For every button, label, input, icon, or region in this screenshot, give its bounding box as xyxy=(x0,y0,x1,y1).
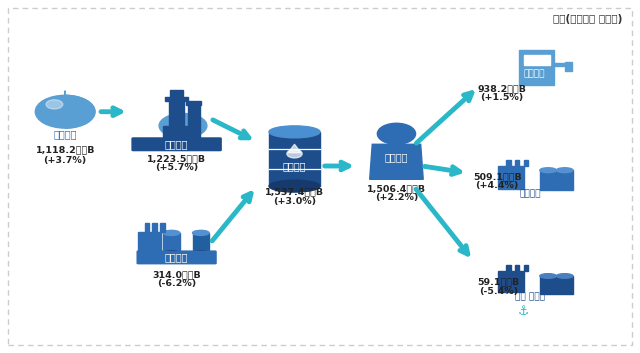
Text: (-6.2%): (-6.2%) xyxy=(157,279,196,288)
Bar xyxy=(524,265,529,271)
Text: 물량(전년대비 증감률): 물량(전년대비 증감률) xyxy=(554,14,623,24)
Bar xyxy=(499,166,524,189)
Bar xyxy=(524,55,550,65)
Ellipse shape xyxy=(269,126,320,138)
Text: (+2.2%): (+2.2%) xyxy=(375,193,418,202)
Circle shape xyxy=(46,100,63,109)
Ellipse shape xyxy=(556,168,573,173)
Bar xyxy=(173,126,179,140)
Text: (+1.5%): (+1.5%) xyxy=(480,93,524,102)
Bar xyxy=(186,101,202,105)
Text: (+4.4%): (+4.4%) xyxy=(476,181,519,190)
Bar xyxy=(506,160,511,166)
Text: 1,118.2백만B: 1,118.2백만B xyxy=(35,146,95,155)
Ellipse shape xyxy=(540,168,556,173)
Bar xyxy=(556,170,573,190)
Text: 314.0백만B: 314.0백만B xyxy=(152,270,201,279)
Bar xyxy=(163,126,168,140)
Ellipse shape xyxy=(163,251,180,256)
Ellipse shape xyxy=(163,231,180,235)
Bar xyxy=(515,160,520,166)
Bar xyxy=(152,223,157,232)
Bar xyxy=(138,232,161,256)
Text: 국내소비: 국내소비 xyxy=(523,70,545,79)
Text: 509.1백만B: 509.1백만B xyxy=(473,172,522,181)
Bar xyxy=(154,139,205,146)
Text: 국제 복커링: 국제 복커링 xyxy=(515,293,545,302)
Bar xyxy=(515,265,520,271)
Bar xyxy=(188,103,200,138)
Text: 1,223.5백만B: 1,223.5백만B xyxy=(147,155,206,163)
Bar xyxy=(184,126,189,140)
Bar xyxy=(540,276,556,294)
Polygon shape xyxy=(65,91,95,128)
Ellipse shape xyxy=(159,113,207,138)
Text: 제품공급: 제품공급 xyxy=(283,161,307,171)
Ellipse shape xyxy=(269,180,320,192)
Circle shape xyxy=(35,95,95,128)
FancyBboxPatch shape xyxy=(136,250,217,264)
Text: (+5.7%): (+5.7%) xyxy=(155,163,198,172)
Bar xyxy=(165,97,188,101)
Circle shape xyxy=(378,123,415,144)
Bar xyxy=(554,63,566,66)
Polygon shape xyxy=(370,144,423,179)
Text: 제품수출: 제품수출 xyxy=(520,190,541,198)
Bar xyxy=(556,276,573,294)
Bar xyxy=(540,170,556,190)
Bar xyxy=(160,223,164,232)
Text: ⚓: ⚓ xyxy=(518,305,529,318)
Text: (+3.0%): (+3.0%) xyxy=(273,197,316,205)
Ellipse shape xyxy=(540,274,556,278)
Text: 1,506.4백만B: 1,506.4백만B xyxy=(367,184,426,193)
Ellipse shape xyxy=(556,274,573,278)
Bar xyxy=(193,233,209,253)
Ellipse shape xyxy=(193,251,209,256)
Text: 제품수요: 제품수요 xyxy=(385,152,408,162)
Bar xyxy=(169,100,184,145)
Bar xyxy=(524,160,529,166)
Bar xyxy=(145,223,149,232)
Bar xyxy=(565,62,572,71)
Text: 원유수입: 원유수입 xyxy=(53,130,77,139)
Polygon shape xyxy=(288,144,301,153)
Text: 제품생산: 제품생산 xyxy=(165,139,188,149)
Bar xyxy=(499,271,524,292)
Circle shape xyxy=(287,150,302,158)
Bar xyxy=(269,132,320,186)
Text: 938.2백만B: 938.2백만B xyxy=(477,84,526,94)
Bar xyxy=(163,233,180,253)
FancyBboxPatch shape xyxy=(131,137,222,151)
Text: (+3.7%): (+3.7%) xyxy=(44,156,87,165)
Text: 1,537.4백만B: 1,537.4백만B xyxy=(265,188,324,197)
Text: 59.1백만B: 59.1백만B xyxy=(477,278,520,287)
Bar xyxy=(519,50,554,85)
Text: 제품수입: 제품수입 xyxy=(165,252,188,262)
Text: (-5.4%): (-5.4%) xyxy=(479,287,518,296)
Ellipse shape xyxy=(193,231,209,235)
Bar xyxy=(170,90,183,97)
Bar xyxy=(506,265,511,271)
